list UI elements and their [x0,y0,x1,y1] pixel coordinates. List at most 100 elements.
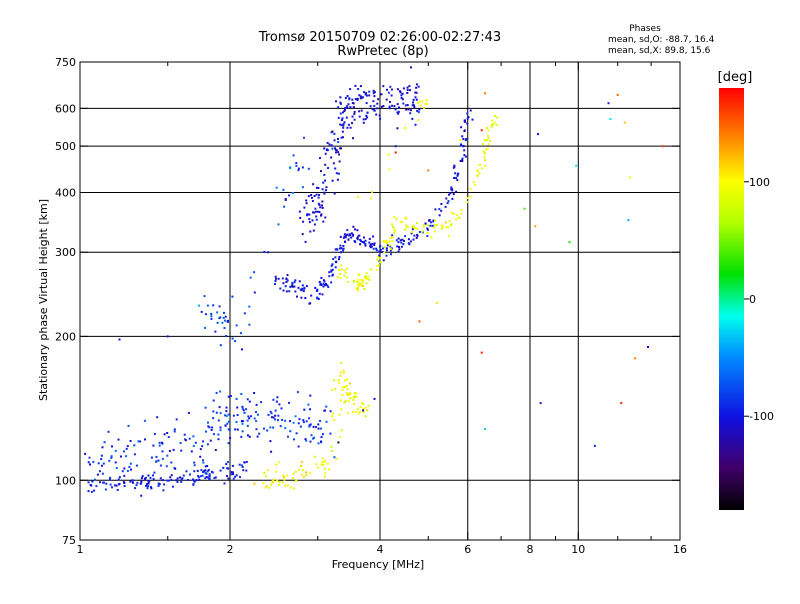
echo-point [339,123,342,126]
echo-point [389,236,392,239]
echo-point [173,430,176,433]
echo-point [342,136,344,139]
chart-subtitle: RwPretec (8p) [337,44,428,59]
echo-point [187,479,189,481]
echo-point [170,478,173,481]
echo-point [227,477,230,480]
echo-point [362,118,365,121]
echo-point [321,461,324,463]
echo-point [378,114,381,117]
echo-point [360,278,363,281]
echo-point [147,482,150,485]
echo-point [250,415,253,418]
echo-point [353,392,356,395]
echo-point [292,487,295,490]
echo-point [309,471,312,474]
echo-point [456,173,459,176]
x-axis-label: Frequency [MHz] [332,558,424,571]
y-tick-label: 200 [55,330,76,343]
echo-point [286,274,289,277]
echo-point [223,327,226,329]
echo-point [402,102,405,105]
echo-point [255,411,257,413]
echo-point [117,478,120,481]
echo-point [205,430,207,433]
echo-point [268,486,271,489]
echo-point [101,446,104,449]
echo-point [144,438,146,441]
echo-point [379,251,382,254]
echo-point [309,440,312,443]
echo-point [363,241,365,244]
echo-point [472,181,475,183]
echo-point [240,435,243,438]
echo-point [302,419,305,422]
echo-point [455,177,458,179]
echo-point [246,398,249,401]
echo-point [361,96,364,99]
echo-point [406,104,409,106]
echo-point [453,164,456,167]
echo-point [342,247,345,250]
echo-point [175,418,178,421]
echo-point [379,117,382,120]
echo-point [281,481,284,484]
echo-point [438,208,441,211]
echo-point [399,221,402,224]
echo-point [424,102,427,105]
echo-point [372,92,375,95]
echo-point [417,111,420,114]
echo-point [274,414,277,417]
echo-point [97,462,100,465]
echo-point [397,250,400,253]
echo-point [283,205,286,208]
echo-point [286,474,289,477]
echo-point [358,282,361,285]
echo-point [284,285,287,288]
echo-point [376,107,379,110]
echo-point [368,241,371,244]
echo-point [375,247,378,250]
echo-point [400,245,403,248]
echo-point [396,245,399,248]
echo-point [172,485,174,488]
echo-point [235,397,238,400]
echo-point [277,483,280,486]
echo-point [219,316,222,319]
echo-point [390,253,392,256]
echo-point [568,241,571,244]
echo-point [623,121,626,124]
phases-x-stats: mean, sd,X: 89.8, 15.6 [608,46,711,56]
echo-point [401,98,404,101]
echo-point [315,186,318,189]
echo-point [417,85,420,88]
echo-point [227,320,229,323]
echo-point [333,132,336,135]
echo-point [225,463,228,466]
echo-point [455,214,458,217]
echo-point [193,470,196,473]
echo-point [229,437,232,439]
echo-point [390,88,393,91]
echo-point [353,402,355,405]
echo-point [301,469,304,472]
echo-point [394,229,397,232]
echo-point [385,242,388,245]
echo-point [245,460,248,463]
echo-point [349,397,352,399]
echo-point [358,234,361,237]
echo-point [117,483,120,486]
echo-point [441,225,444,228]
echo-point [211,471,214,474]
y-tick-label: 600 [55,102,76,115]
echo-point [402,243,405,246]
echo-point [303,286,306,289]
echo-point [128,465,131,468]
echo-point [208,426,211,429]
echo-point [407,242,410,245]
echo-point [334,256,337,259]
echo-point [620,402,623,405]
echo-point [211,426,214,429]
echo-point [326,462,329,465]
echo-point [394,108,397,111]
